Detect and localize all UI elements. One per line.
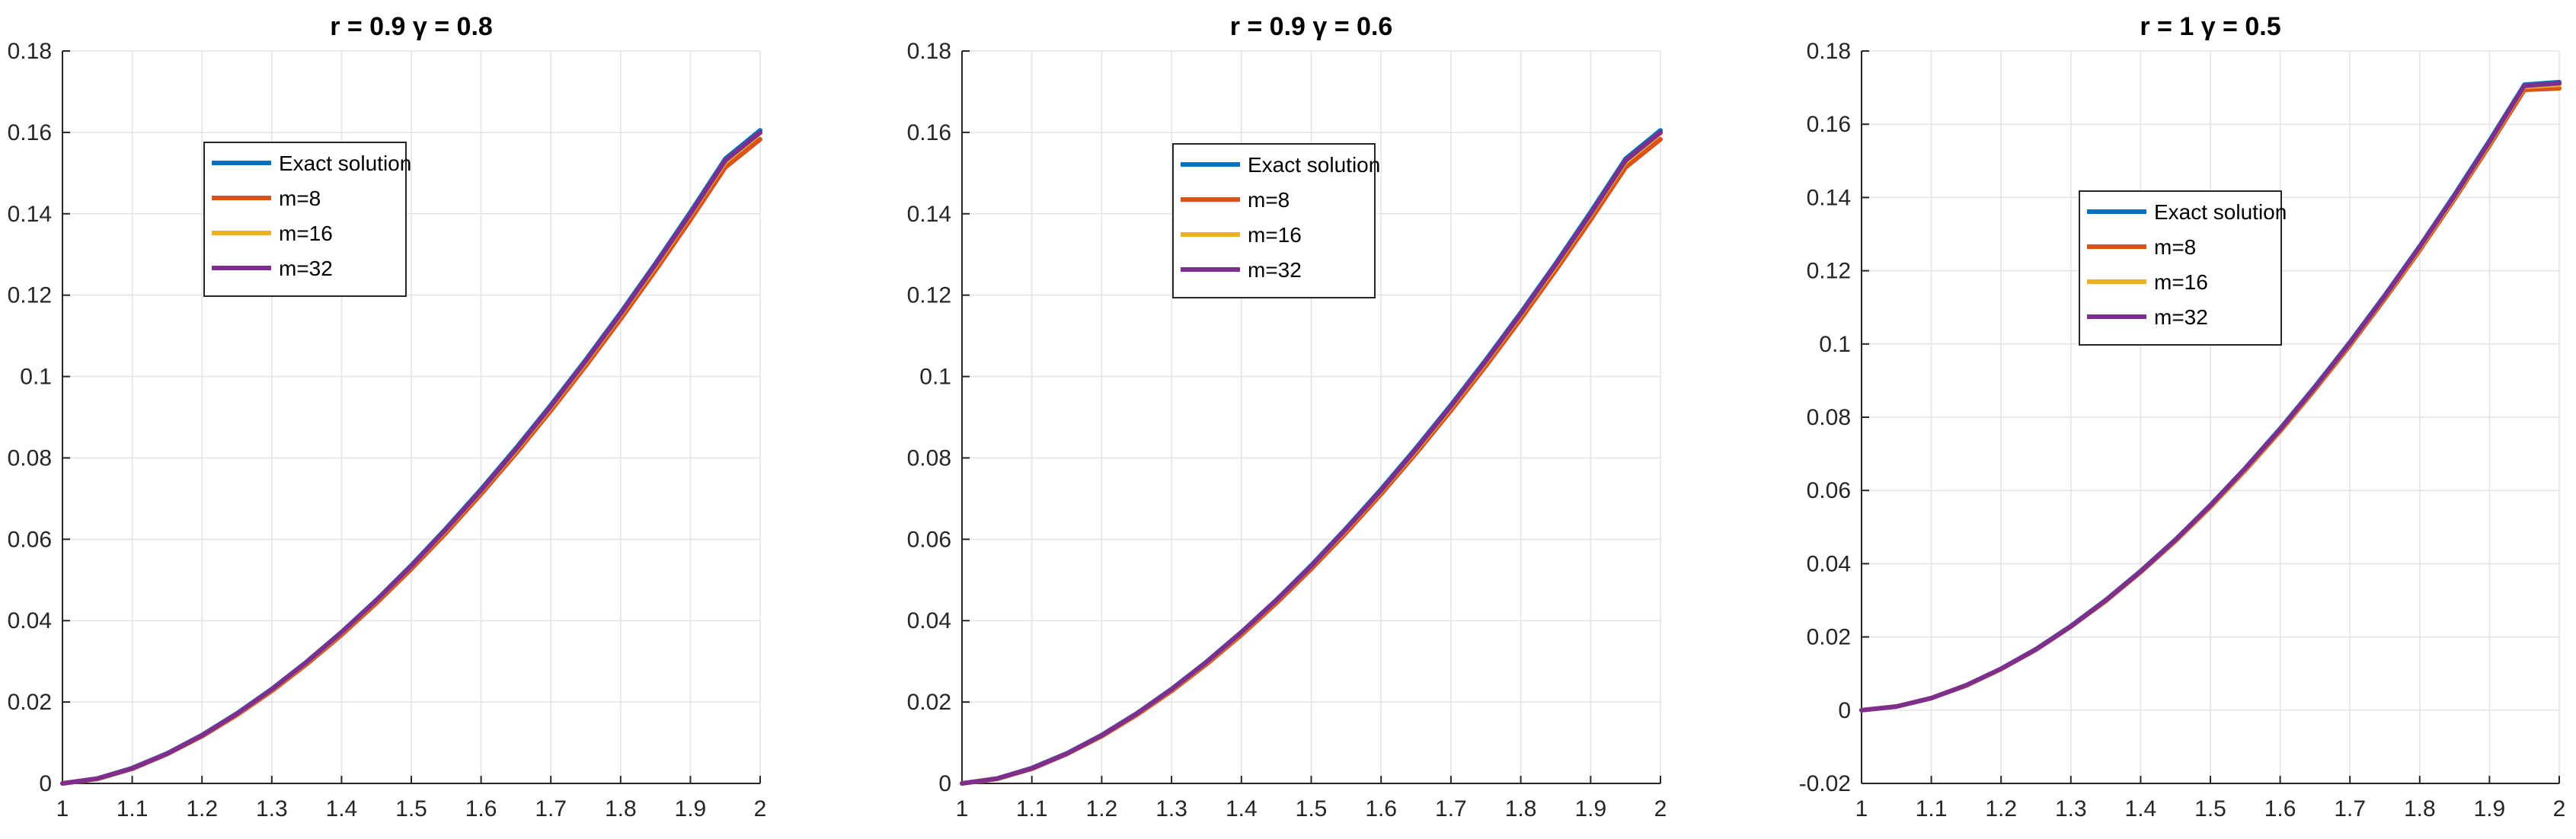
x-tick-label: 1.8 bbox=[2404, 796, 2436, 821]
x-tick-label: 2 bbox=[1654, 796, 1667, 821]
legend-box bbox=[1172, 143, 1376, 298]
chart-panel-1: 1 1.1 1.2 1.3 1.4 1.5 1.6 1.7 1.8 1.9 2 0 0.02 0.04 0.… bbox=[8, 12, 767, 821]
x-tick-label: 1.9 bbox=[1574, 796, 1606, 821]
chart-panel-3: 1 1.1 1.2 1.3 1.4 1.5 1.6 1.7 1.8 1.9 2 -0.02 0 0.02 0… bbox=[1799, 12, 2566, 821]
x-tick-label: 1.4 bbox=[1226, 796, 1258, 821]
x-tick-label: 1.2 bbox=[1086, 796, 1118, 821]
y-tick-label: 0.08 bbox=[8, 445, 52, 471]
x-tick-label: 1.8 bbox=[605, 796, 637, 821]
x-tick-label: 1 bbox=[1855, 796, 1868, 821]
chart-title: r = 0.9 γ = 0.8 bbox=[330, 12, 493, 41]
chart-panel-2: 1 1.1 1.2 1.3 1.4 1.5 1.6 1.7 1.8 1.9 2 0 0.02 0.04 0.… bbox=[907, 12, 1667, 821]
chart-title: r = 0.9 γ = 0.6 bbox=[1230, 12, 1393, 41]
y-tick-label: 0 bbox=[39, 771, 52, 796]
y-tick-label: 0.16 bbox=[1807, 112, 1851, 137]
legend-label: m=32 bbox=[279, 257, 333, 280]
grid bbox=[961, 50, 1661, 784]
x-tick-label: 1.3 bbox=[1155, 796, 1187, 821]
y-tick-label: 0.08 bbox=[907, 445, 951, 471]
y-tick-label: 0.18 bbox=[907, 39, 951, 64]
legend-box bbox=[2079, 190, 2282, 346]
y-tick-label: 0.04 bbox=[1807, 551, 1851, 576]
x-tick-label: 1.2 bbox=[1985, 796, 2017, 821]
x-tick-label: 1.8 bbox=[1505, 796, 1537, 821]
x-tick-label: 1.6 bbox=[1365, 796, 1397, 821]
x-tick-label: 1.6 bbox=[2264, 796, 2296, 821]
x-tick-label: 1.1 bbox=[1016, 796, 1048, 821]
legend: Exact solution m=8 m=16 m=32 bbox=[203, 142, 411, 297]
x-tick-label: 1.9 bbox=[675, 796, 707, 821]
y-tick-label: 0.08 bbox=[1807, 405, 1851, 430]
legend-label: Exact solution bbox=[279, 152, 411, 175]
x-tick-label: 1.4 bbox=[326, 796, 358, 821]
series-line-4 bbox=[960, 129, 1663, 786]
x-tick-label: 1.3 bbox=[256, 796, 288, 821]
y-tick-label: -0.02 bbox=[1799, 771, 1851, 796]
legend-label: m=16 bbox=[1248, 223, 1302, 247]
x-tick-label: 1 bbox=[956, 796, 969, 821]
x-tick-label: 1.5 bbox=[2194, 796, 2226, 821]
x-tick-label: 1.2 bbox=[186, 796, 218, 821]
series-line-4 bbox=[1859, 81, 2562, 713]
y-tick-label: 0.02 bbox=[1807, 625, 1851, 650]
legend-box bbox=[203, 142, 407, 297]
y-tick-label: 0.04 bbox=[8, 608, 52, 633]
y-tick-label: 0.06 bbox=[1807, 478, 1851, 503]
grid bbox=[1861, 50, 2560, 784]
y-tick-label: 0.02 bbox=[907, 690, 951, 715]
chart-title: r = 1 γ = 0.5 bbox=[2140, 12, 2280, 41]
y-tick-label: 0.06 bbox=[907, 527, 951, 552]
legend-label: m=8 bbox=[2154, 235, 2196, 259]
legend-label: m=32 bbox=[1248, 258, 1302, 282]
x-tick-label: 1.4 bbox=[2125, 796, 2157, 821]
y-tick-label: 0.12 bbox=[8, 283, 52, 308]
x-tick-label: 2 bbox=[754, 796, 767, 821]
x-tick-label: 1.7 bbox=[1435, 796, 1467, 821]
y-tick-label: 0 bbox=[938, 771, 951, 796]
x-tick-label: 1.1 bbox=[1916, 796, 1948, 821]
x-tick-label: 1.5 bbox=[395, 796, 427, 821]
x-tick-label: 1.7 bbox=[2334, 796, 2366, 821]
y-tick-label: 0.14 bbox=[907, 202, 951, 227]
y-tick-label: 0.1 bbox=[1819, 332, 1851, 357]
y-tick-label: 0.06 bbox=[8, 527, 52, 552]
y-tick-label: 0.16 bbox=[907, 120, 951, 145]
x-tick-label: 1 bbox=[56, 796, 69, 821]
y-tick-label: 0.02 bbox=[8, 690, 52, 715]
legend-label: m=16 bbox=[2154, 270, 2208, 294]
legend: Exact solution m=8 m=16 m=32 bbox=[1172, 143, 1380, 298]
y-tick-label: 0.16 bbox=[8, 120, 52, 145]
legend-label: m=32 bbox=[2154, 305, 2208, 329]
x-tick-label: 2 bbox=[2553, 796, 2566, 821]
legend-label: Exact solution bbox=[2154, 200, 2287, 224]
series-line-4 bbox=[60, 129, 762, 786]
y-tick-label: 0.04 bbox=[907, 608, 951, 633]
legend-label: Exact solution bbox=[1248, 153, 1380, 177]
x-tick-label: 1.7 bbox=[535, 796, 567, 821]
x-tick-label: 1.5 bbox=[1296, 796, 1328, 821]
y-tick-label: 0 bbox=[1838, 698, 1851, 723]
y-tick-label: 0.1 bbox=[20, 365, 52, 390]
legend: Exact solution m=8 m=16 m=32 bbox=[2079, 190, 2287, 346]
y-tick-label: 0.18 bbox=[8, 39, 52, 64]
legend-label: m=16 bbox=[279, 222, 333, 245]
x-tick-label: 1.3 bbox=[2055, 796, 2087, 821]
x-tick-label: 1.6 bbox=[465, 796, 497, 821]
legend-label: m=8 bbox=[1248, 188, 1290, 212]
y-tick-label: 0.1 bbox=[919, 365, 951, 390]
y-tick-label: 0.14 bbox=[8, 202, 52, 227]
legend-label: m=8 bbox=[279, 187, 321, 210]
y-tick-label: 0.14 bbox=[1807, 185, 1851, 210]
y-tick-label: 0.12 bbox=[1807, 259, 1851, 284]
y-tick-label: 0.12 bbox=[907, 283, 951, 308]
x-tick-label: 1.1 bbox=[117, 796, 149, 821]
grid bbox=[62, 50, 761, 784]
x-tick-label: 1.9 bbox=[2474, 796, 2506, 821]
y-tick-label: 0.18 bbox=[1807, 39, 1851, 64]
